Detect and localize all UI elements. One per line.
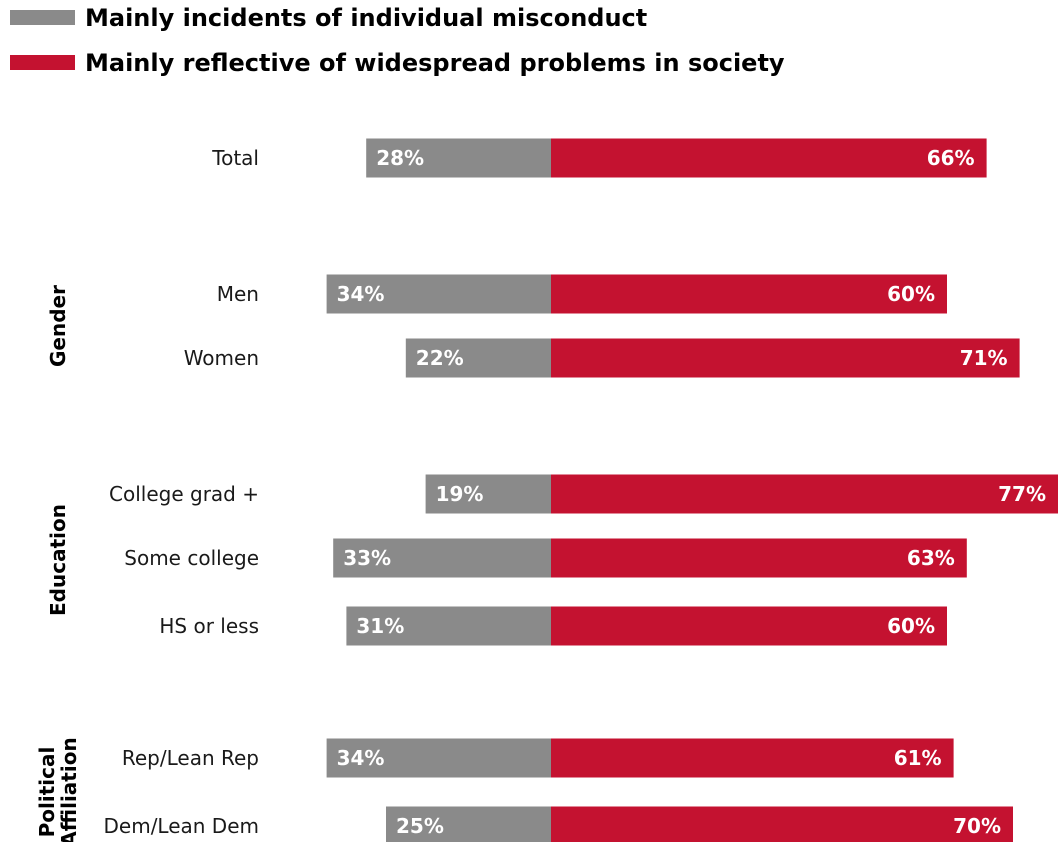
- row-label-men: Men: [217, 282, 259, 306]
- bar-label-widespread-rep-lean-rep: 61%: [894, 746, 942, 770]
- bar-label-individual-dem-lean-dem: 25%: [396, 814, 444, 838]
- legend: Mainly incidents of individual misconduc…: [10, 4, 785, 77]
- bar-widespread-dem-lean-dem: [551, 806, 1013, 842]
- bar-widespread-women: [551, 338, 1020, 378]
- bar-widespread-rep-lean-rep: [551, 738, 954, 778]
- bar-label-widespread-dem-lean-dem: 70%: [953, 814, 1001, 838]
- bar-individual-hs-or-less: [346, 606, 551, 646]
- legend-label-individual: Mainly incidents of individual misconduc…: [85, 4, 647, 32]
- bar-label-individual-college-grad: 19%: [436, 482, 484, 506]
- plot-area: Total 28% 66% Men 34% 60% Women 22% 71% Gender Col…: [35, 138, 1058, 842]
- bar-label-widespread-some-college: 63%: [907, 546, 955, 570]
- row-label-dem-lean-dem: Dem/Lean Dem: [104, 814, 260, 838]
- row-label-total: Total: [211, 146, 259, 170]
- bar-individual-some-college: [333, 538, 551, 578]
- bar-label-individual-total: 28%: [376, 146, 424, 170]
- group-label-gender: Gender: [46, 285, 70, 367]
- group-label-political-affiliation: PoliticalAffiliation: [35, 737, 81, 842]
- bar-widespread-some-college: [551, 538, 967, 578]
- row-label-college-grad: College grad +: [109, 482, 259, 506]
- legend-label-widespread: Mainly reflective of widespread problems…: [85, 49, 785, 77]
- legend-swatch-individual: [10, 10, 75, 25]
- bar-individual-college-grad: [425, 474, 551, 514]
- bar-label-widespread-women: 71%: [960, 346, 1008, 370]
- row-label-some-college: Some college: [124, 546, 259, 570]
- bar-label-individual-hs-or-less: 31%: [356, 614, 404, 638]
- bar-individual-men: [326, 274, 551, 314]
- bar-label-individual-women: 22%: [416, 346, 464, 370]
- bar-widespread-total: [551, 138, 987, 178]
- bar-widespread-college-grad: [551, 474, 1058, 514]
- bar-widespread-men: [551, 274, 947, 314]
- bar-label-widespread-total: 66%: [927, 146, 975, 170]
- bar-label-individual-some-college: 33%: [343, 546, 391, 570]
- legend-swatch-widespread: [10, 55, 75, 70]
- bar-individual-rep-lean-rep: [326, 738, 551, 778]
- bar-individual-total: [366, 138, 551, 178]
- row-label-hs-or-less: HS or less: [159, 614, 259, 638]
- bar-individual-dem-lean-dem: [386, 806, 551, 842]
- bar-individual-women: [405, 338, 551, 378]
- row-label-women: Women: [184, 346, 259, 370]
- bar-label-widespread-men: 60%: [887, 282, 935, 306]
- bar-label-widespread-hs-or-less: 60%: [887, 614, 935, 638]
- bar-label-individual-men: 34%: [337, 282, 385, 306]
- bar-widespread-hs-or-less: [551, 606, 947, 646]
- row-label-rep-lean-rep: Rep/Lean Rep: [122, 746, 259, 770]
- bar-label-widespread-college-grad: 77%: [998, 482, 1046, 506]
- group-label-education: Education: [46, 504, 70, 616]
- bar-label-individual-rep-lean-rep: 34%: [337, 746, 385, 770]
